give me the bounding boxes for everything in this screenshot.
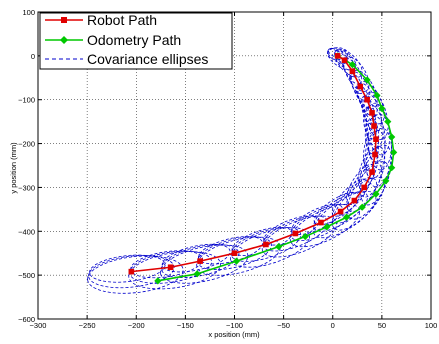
- legend-odometry-label: Odometry Path: [87, 32, 181, 48]
- odometry-path-point: [232, 257, 241, 265]
- robot-path-point: [351, 197, 358, 204]
- odometry-path-point: [384, 118, 392, 126]
- odometry-path-point: [373, 91, 381, 99]
- robot-path-point: [334, 53, 341, 59]
- robot-path-point: [231, 250, 238, 257]
- covariance-ellipse: [290, 203, 352, 242]
- robot-path-point: [364, 96, 370, 103]
- odometry-path-point: [363, 76, 371, 84]
- x-tick-label: −300: [30, 321, 47, 330]
- robot-path-point: [292, 230, 299, 237]
- x-tick-label: −50: [277, 321, 290, 330]
- y-tick-label: −200: [18, 140, 35, 149]
- covariance-ellipse: [363, 131, 379, 172]
- x-tick-label: 50: [378, 321, 386, 330]
- covariance-ellipse: [362, 93, 382, 133]
- odometry-path-point: [342, 213, 351, 221]
- robot-path-point: [263, 241, 269, 248]
- x-tick-label: −200: [128, 321, 145, 330]
- covariance-ellipse: [128, 251, 221, 290]
- x-tick-label: −250: [79, 321, 96, 330]
- y-tick-label: −500: [18, 271, 35, 280]
- odometry-path-point: [193, 270, 201, 278]
- y-axis-label: y position (mm): [9, 142, 18, 194]
- covariance-ellipse: [327, 47, 349, 61]
- y-tick-label: −600: [18, 315, 35, 324]
- covariance-ellipse: [358, 146, 386, 198]
- odometry-path-point: [372, 190, 380, 198]
- covariance-ellipse: [313, 191, 360, 226]
- robot-path-point: [197, 258, 203, 264]
- covariance-ellipse: [364, 104, 384, 148]
- robot-path-point: [349, 68, 356, 75]
- odometry-path-point: [275, 243, 283, 251]
- covariance-ellipse: [363, 106, 377, 140]
- legend-box: [39, 12, 233, 70]
- y-tick-label: −400: [18, 227, 35, 236]
- x-tick-label: 0: [331, 321, 335, 330]
- robot-path-point: [369, 169, 375, 175]
- legend-robot-label: Robot Path: [87, 12, 157, 28]
- robot-path-point: [369, 110, 375, 116]
- legend-robot-marker: [61, 17, 67, 23]
- x-tick-label: −100: [226, 321, 243, 330]
- y-tick-label: 0: [31, 52, 35, 61]
- odometry-path-point: [348, 61, 356, 69]
- x-tick-label: −150: [177, 321, 194, 330]
- covariance-ellipse: [229, 227, 310, 268]
- odometry-path-point: [301, 232, 309, 241]
- covariance-ellipse: [89, 254, 166, 283]
- covariance-ellipse: [160, 244, 240, 278]
- covariance-ellipse: [365, 127, 393, 188]
- odometry-path-point: [382, 177, 390, 185]
- robot-path-point: [357, 83, 364, 90]
- robot-path-point: [128, 268, 135, 275]
- robot-path-point: [318, 219, 324, 226]
- covariance-ellipse: [159, 244, 249, 284]
- series: [128, 52, 398, 285]
- legend-ellipse-label: Covariance ellipses: [87, 51, 208, 67]
- covariance-ellipse: [87, 255, 184, 294]
- robot-path-point: [371, 123, 377, 129]
- x-axis-label: x position (mm): [208, 330, 260, 339]
- y-tick-label: −100: [18, 96, 35, 105]
- legend-odometry-marker: [60, 36, 68, 44]
- odometry-path-point: [388, 133, 396, 141]
- y-tick-label: 100: [22, 8, 35, 17]
- robot-path-point: [372, 151, 378, 158]
- robot-path-point: [361, 184, 367, 191]
- robot-path-point: [341, 57, 348, 64]
- robot-path-point: [167, 264, 174, 271]
- odometry-path-point: [154, 277, 162, 285]
- odometry-path-point: [358, 203, 366, 211]
- robot-path-point: [373, 136, 379, 142]
- covariance-ellipse: [161, 243, 231, 273]
- covariance-ellipse: [331, 178, 370, 217]
- odometry-path-point: [388, 164, 396, 172]
- covariance-ellipse: [230, 227, 302, 262]
- odometry-path-point: [378, 104, 386, 113]
- legend: Robot Path Odometry Path Covariance elli…: [39, 12, 233, 70]
- odometry-path-point: [390, 148, 398, 156]
- robot-path-point: [337, 208, 344, 215]
- x-tick-label: 100: [425, 321, 438, 330]
- covariance-ellipse: [334, 48, 363, 78]
- covariance-ellipse: [366, 116, 386, 163]
- y-tick-label: −300: [18, 183, 35, 192]
- odometry-path-point: [323, 223, 331, 231]
